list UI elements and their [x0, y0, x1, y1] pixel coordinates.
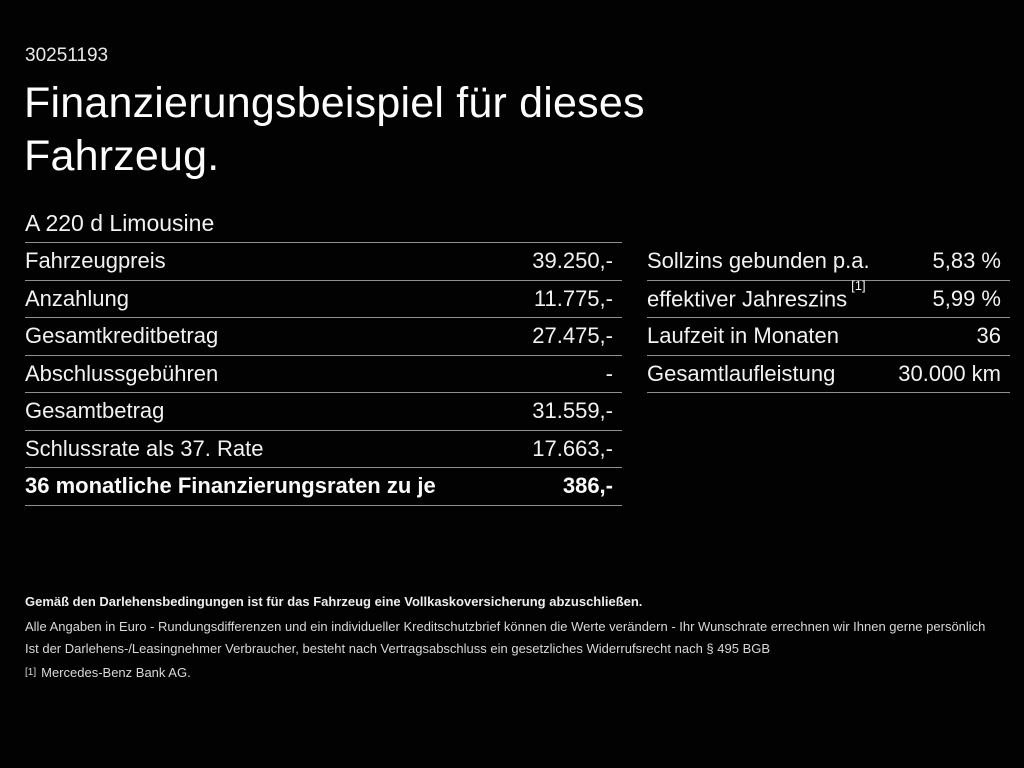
row-label: Laufzeit in Monaten: [647, 323, 840, 349]
row-value: -: [605, 360, 613, 386]
row-value: 31.559,-: [532, 398, 613, 424]
insurance-note: Gemäß den Darlehensbedingungen ist für d…: [25, 594, 643, 609]
table-row-gesamtbetrag: Gesamtbetrag 31.559,-: [25, 393, 622, 431]
row-value: 30.000 km: [898, 360, 1001, 386]
row-label: Schlussrate als 37. Rate: [25, 435, 264, 461]
row-value: 36: [976, 323, 1001, 349]
row-label: Gesamtlaufleistung: [647, 360, 836, 386]
table-row-monatsraten: 36 monatliche Finanzierungsraten zu je 3…: [25, 468, 622, 506]
conditions-table: Sollzins gebunden p.a. 5,83 % effektiver…: [647, 243, 1010, 393]
disclaimer-line2: Ist der Darlehens-/Leasingnehmer Verbrau…: [25, 641, 771, 656]
row-label: Gesamtkreditbetrag: [25, 323, 219, 349]
table-row-sollzins: Sollzins gebunden p.a. 5,83 %: [647, 243, 1010, 281]
footnote: [1] Mercedes-Benz Bank AG.: [25, 665, 1007, 681]
fine-print: Gemäß den Darlehensbedingungen ist für d…: [25, 594, 1007, 681]
row-value: 17.663,-: [532, 435, 613, 461]
table-row-effektiver-jahreszins: effektiver Jahreszins[1] 5,99 %: [647, 277, 1010, 318]
row-value: 39.250,-: [532, 248, 613, 274]
row-label: Sollzins gebunden p.a.: [647, 248, 870, 274]
page-title-line1: Finanzierungsbeispiel für dieses: [24, 79, 645, 127]
table-row-gesamtlaufleistung: Gesamtlaufleistung 30.000 km: [647, 356, 1010, 393]
row-label: Anzahlung: [25, 285, 129, 311]
row-value: 386,-: [562, 473, 613, 499]
table-row-fahrzeugpreis: Fahrzeugpreis 39.250,-: [25, 243, 622, 281]
table-row-gesamtkreditbetrag: Gesamtkreditbetrag 27.475,-: [25, 318, 622, 356]
row-label: Gesamtbetrag: [25, 398, 165, 424]
model-name: A 220 d Limousine: [25, 205, 622, 243]
row-value: 27.475,-: [532, 323, 613, 349]
row-label: effektiver Jahreszins[1]: [647, 277, 866, 311]
page-title: Finanzierungsbeispiel für dieses Fahrzeu…: [24, 77, 645, 183]
row-value: 11.775,-: [533, 285, 613, 311]
table-row-anzahlung: Anzahlung 11.775,-: [25, 281, 622, 318]
footnote-marker: [1]: [25, 667, 37, 678]
row-value: 5,83 %: [932, 248, 1002, 274]
row-label: Abschlussgebühren: [25, 360, 219, 386]
vehicle-id: 30251193: [25, 45, 109, 66]
disclaimer-line1: Alle Angaben in Euro - Rundungsdifferenz…: [25, 619, 986, 634]
row-value: 5,99 %: [932, 285, 1002, 311]
row-label: 36 monatliche Finanzierungsraten zu je: [25, 473, 436, 499]
finance-table: A 220 d Limousine Fahrzeugpreis 39.250,-…: [25, 205, 622, 506]
page-title-line2: Fahrzeug.: [24, 132, 220, 180]
table-row-laufzeit: Laufzeit in Monaten 36: [647, 318, 1010, 356]
footnote-text: Mercedes-Benz Bank AG.: [41, 665, 191, 680]
table-row-schlussrate: Schlussrate als 37. Rate 17.663,-: [25, 431, 622, 468]
table-row-abschlussgebuehren: Abschlussgebühren -: [25, 356, 622, 393]
footnote-marker: [1]: [851, 277, 866, 293]
row-label: Fahrzeugpreis: [25, 248, 166, 274]
